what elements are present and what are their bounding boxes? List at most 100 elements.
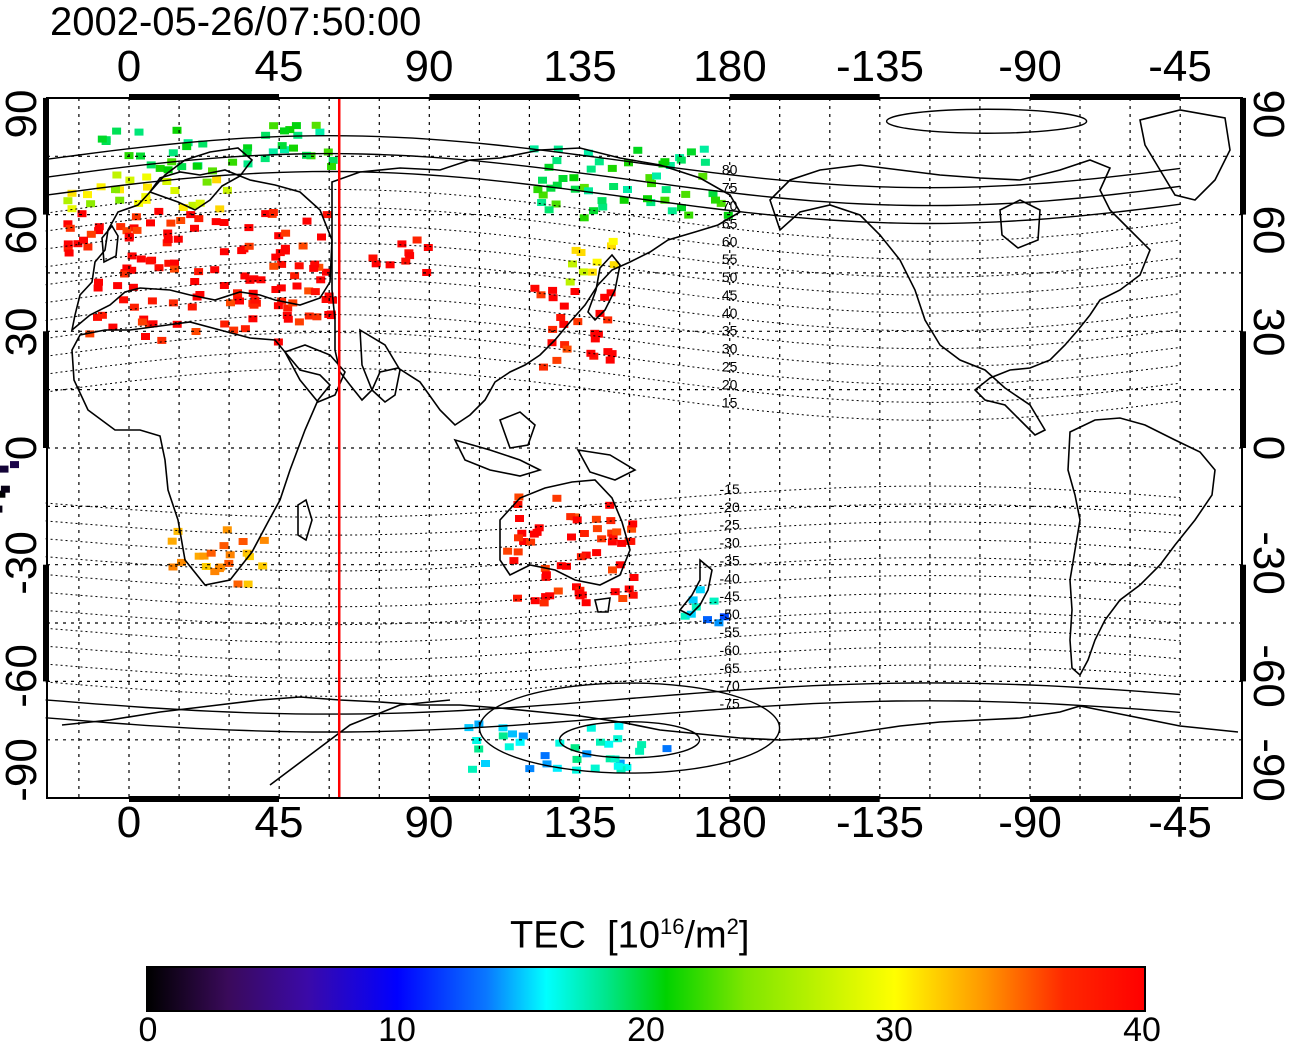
tec-cell [503, 547, 513, 555]
tec-cell [188, 201, 198, 209]
tec-cell [481, 760, 490, 767]
tec-cell [120, 270, 130, 278]
lon-tick-bottom-45: 45 [254, 798, 304, 847]
tec-cell [513, 594, 522, 602]
colorbar-title: TEC [1016/m2] [510, 905, 749, 958]
tec-cell [578, 268, 588, 276]
frame-tick-bar-left [43, 331, 49, 448]
tec-cell [569, 174, 579, 182]
coastline-antarctica [61, 696, 1239, 741]
tec-cell [219, 219, 229, 226]
contour-line-6 [45, 242, 1181, 296]
colorbar [146, 966, 1146, 1012]
tec-cell [508, 730, 517, 738]
tec-cell [215, 205, 225, 213]
tec-cell [67, 205, 77, 213]
coastline-greenland [1139, 109, 1231, 201]
frame-tick-bar-left [43, 564, 49, 682]
tec-cell [119, 296, 129, 304]
tec-cell [583, 149, 593, 157]
tec-region-3 [368, 236, 433, 276]
tec-cell [608, 237, 618, 245]
tec-region-13 [0, 461, 19, 513]
tec-cell [173, 235, 183, 243]
tec-cell [544, 163, 554, 171]
tec-cell [627, 525, 637, 533]
tec-cell [289, 144, 298, 152]
tec-cell [85, 330, 95, 338]
tec-cell [556, 562, 566, 570]
tec-cell [170, 259, 179, 267]
tec-cell [518, 732, 528, 740]
tec-cell [604, 740, 614, 748]
tec-cell [261, 131, 271, 139]
tec-cell [220, 320, 230, 328]
lon-tick-top-m45: -45 [1148, 42, 1212, 91]
contour-label-21: -50 [720, 606, 740, 622]
frame-tick-bar-top [729, 94, 880, 100]
tec-cell [571, 246, 581, 254]
tec-cell [67, 189, 77, 197]
tec-cell [513, 548, 523, 556]
tec-cell [86, 200, 96, 208]
tec-cell [166, 219, 176, 227]
tec-cell [0, 505, 3, 513]
tec-cell [624, 159, 633, 167]
tec-cell [93, 313, 102, 321]
contour-line-14 [45, 485, 1181, 518]
tec-cell [537, 199, 547, 206]
tec-cell [65, 224, 75, 232]
lon-tick-bottom-90: 90 [404, 798, 454, 847]
tec-cell [157, 336, 167, 344]
lon-tick-top-135: 135 [543, 42, 617, 91]
tec-cell [94, 227, 104, 235]
tec-cell [609, 183, 619, 190]
tec-cell [647, 180, 656, 188]
tec-cell [608, 566, 617, 574]
contour-line-12 [45, 349, 1181, 403]
frame-ticks [43, 94, 1246, 802]
coastline-europe [70, 169, 333, 333]
tec-cell [243, 160, 253, 168]
tec-cell [137, 318, 147, 326]
tec-cell [240, 325, 250, 333]
tec-cell [539, 599, 549, 607]
tec-cell [315, 128, 325, 136]
tec-cell [260, 155, 270, 163]
tec-cell [268, 209, 278, 216]
tec-cell [111, 186, 120, 194]
tec-cell [590, 335, 600, 343]
tec-region-1 [63, 171, 232, 213]
tec-cell [269, 122, 279, 130]
tec-cell [498, 724, 508, 732]
tec-cell [226, 299, 235, 307]
tec-cell [239, 245, 249, 253]
lon-tick-bottom-135: 135 [543, 798, 617, 847]
colorbar-unit-suffix: ] [738, 914, 750, 957]
tec-cell [94, 223, 104, 231]
tec-region-8 [503, 493, 639, 607]
contour-line-26 [45, 700, 1181, 733]
tec-cell [548, 286, 558, 294]
tec-cell [276, 284, 286, 292]
coastline-new-zealand [678, 558, 713, 616]
tec-region-16 [464, 720, 672, 774]
tec-cell [590, 764, 600, 772]
lon-tick-bottom-m45: -45 [1148, 798, 1212, 847]
tec-cell [222, 186, 232, 194]
tec-cell [714, 619, 724, 627]
tec-cell [131, 213, 141, 221]
tec-cell [194, 215, 204, 223]
contour-label-25: -70 [720, 678, 740, 694]
tec-cell [628, 591, 638, 599]
tec-cell [598, 203, 608, 211]
tec-cell [553, 587, 563, 595]
tec-cell [594, 158, 604, 166]
contour-label-7: 45 [722, 287, 738, 303]
tec-cell [412, 236, 422, 244]
tec-cell [542, 760, 552, 768]
tec-cell [244, 224, 254, 232]
coastline-south-america [1067, 417, 1216, 677]
lon-tick-bottom-m90: -90 [998, 798, 1062, 847]
tec-cell [562, 345, 572, 353]
